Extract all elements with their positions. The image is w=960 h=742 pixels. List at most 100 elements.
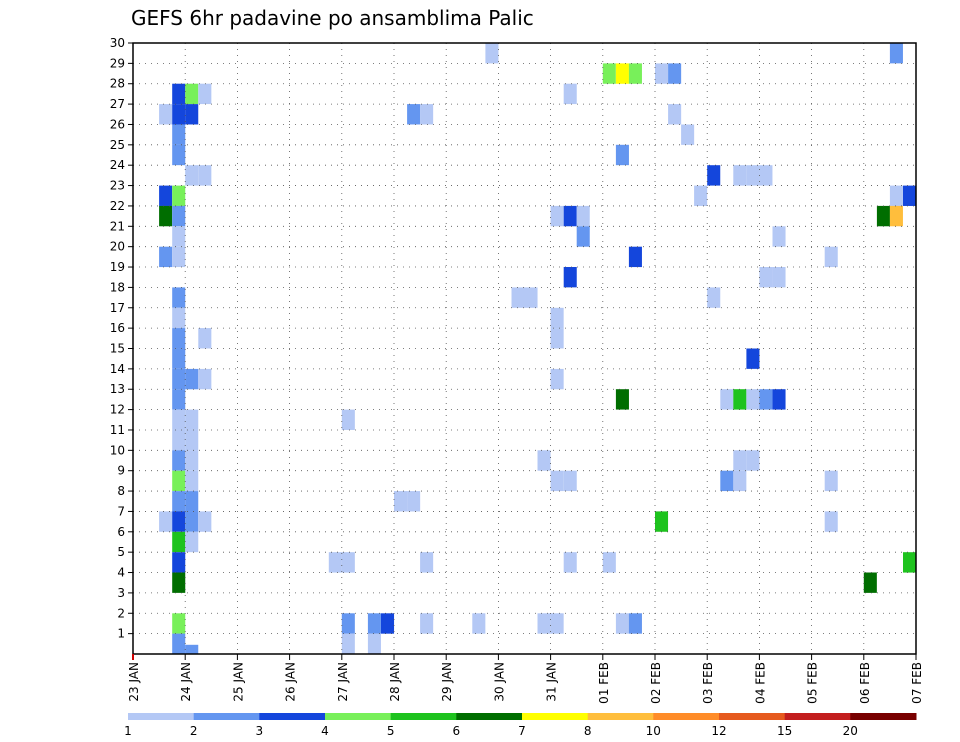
y-tick-label: 6 <box>117 525 125 539</box>
plot-frame <box>132 42 917 655</box>
heatmap-cell <box>733 450 747 471</box>
heatmap-cell <box>172 205 186 227</box>
heatmap-cell <box>159 185 173 206</box>
colorbar-label: 3 <box>255 724 263 738</box>
x-tick-label: 23 JAN <box>127 662 141 702</box>
colorbar-label: 1 <box>124 724 132 738</box>
heatmap-cell <box>198 368 212 390</box>
x-tick-label: 24 JAN <box>179 662 193 702</box>
y-tick-label: 1 <box>117 627 125 641</box>
heatmap-cell <box>628 63 642 84</box>
y-tick-label: 16 <box>110 321 125 335</box>
heatmap-cell <box>185 470 199 492</box>
x-tick-label: 31 JAN <box>545 662 559 702</box>
heatmap-cell <box>681 124 695 145</box>
y-tick-label: 18 <box>110 280 125 294</box>
heatmap-cell <box>198 165 212 186</box>
x-tick-label: 29 JAN <box>440 662 454 702</box>
heatmap-cell <box>772 389 786 410</box>
heatmap-cell <box>420 552 434 573</box>
heatmap-cell <box>602 552 616 573</box>
heatmap-cell <box>563 552 577 573</box>
colorbar-label: 2 <box>190 724 198 738</box>
heatmap-cell <box>185 104 199 125</box>
x-tick-label: 28 JAN <box>388 662 402 702</box>
y-tick-label: 2 <box>117 606 125 620</box>
colorbar-swatch <box>587 713 654 720</box>
heatmap-cell <box>172 409 186 430</box>
heatmap-cell <box>172 572 186 593</box>
heatmap-cell <box>172 246 186 268</box>
y-tick-label: 13 <box>110 382 125 396</box>
heatmap-cell <box>172 124 186 145</box>
heatmap-cell <box>615 63 629 84</box>
heatmap-cell <box>185 368 199 390</box>
heatmap-cell <box>172 144 186 166</box>
heatmap-cell <box>381 613 395 634</box>
heatmap-cell <box>746 389 760 410</box>
y-tick-label: 5 <box>117 545 125 559</box>
heatmap-cell <box>563 470 577 492</box>
heatmap-cell <box>668 63 682 84</box>
heatmap-cell <box>524 287 538 308</box>
x-tick-label: 07 FEB <box>910 662 924 704</box>
heatmap-cell <box>159 246 173 268</box>
heatmap-cell <box>341 613 355 634</box>
heatmap-cell <box>407 104 421 125</box>
y-tick-label: 29 <box>110 56 125 70</box>
heatmap-cell <box>772 226 786 247</box>
heatmap-cell <box>159 205 173 227</box>
heatmap-cell <box>903 552 917 573</box>
y-tick-label: 27 <box>110 97 125 111</box>
heatmap-cell <box>563 83 577 105</box>
heatmap-cell <box>185 644 199 654</box>
heatmap-cell <box>733 470 747 492</box>
heatmap-cell <box>537 613 551 634</box>
y-tick-label: 3 <box>117 586 125 600</box>
heatmap-cell <box>694 185 708 206</box>
colorbar-swatch <box>193 713 260 720</box>
heatmap-cell <box>550 368 564 390</box>
heatmap-cell <box>394 491 408 512</box>
colorbar-label: 10 <box>646 724 661 738</box>
heatmap-cell <box>485 43 499 64</box>
heatmap-cell <box>407 491 421 512</box>
heatmap-cell <box>159 511 173 532</box>
heatmap-cell <box>615 144 629 166</box>
heatmap-cell <box>576 205 590 227</box>
x-tick-label: 01 FEB <box>597 662 611 704</box>
heatmap-cell <box>615 613 629 634</box>
heatmap-cell <box>563 267 577 288</box>
y-tick-label: 12 <box>110 403 125 417</box>
heatmap-cell <box>655 63 669 84</box>
y-tick-label: 24 <box>110 158 125 172</box>
y-tick-label: 22 <box>110 199 125 213</box>
heatmap-cell <box>367 613 381 634</box>
heatmap-cell <box>655 511 669 532</box>
heatmap-cell <box>172 531 186 553</box>
heatmap-cell <box>172 491 186 512</box>
y-tick-label: 14 <box>110 362 125 376</box>
heatmap-cell <box>185 511 199 532</box>
heatmap-cell <box>720 470 734 492</box>
heatmap-cell <box>759 267 773 288</box>
heatmap-cell <box>172 104 186 125</box>
heatmap-cell <box>550 205 564 227</box>
colorbar-label: 6 <box>452 724 460 738</box>
heatmap-cell <box>185 531 199 553</box>
x-tick-label: 26 JAN <box>284 662 298 702</box>
heatmap-cell <box>172 287 186 308</box>
colorbar-label: 4 <box>321 724 329 738</box>
heatmap-cell <box>733 165 747 186</box>
y-tick-label: 26 <box>110 117 125 131</box>
heatmap-cell <box>628 613 642 634</box>
heatmap-cell <box>628 246 642 268</box>
heatmap-cell <box>172 552 186 573</box>
heatmap-cell <box>172 470 186 492</box>
heatmap-cell <box>172 226 186 247</box>
heatmap-cell <box>876 205 890 227</box>
heatmap-cell <box>198 511 212 532</box>
heatmap-cell <box>668 104 682 125</box>
heatmap-cell <box>159 104 173 125</box>
